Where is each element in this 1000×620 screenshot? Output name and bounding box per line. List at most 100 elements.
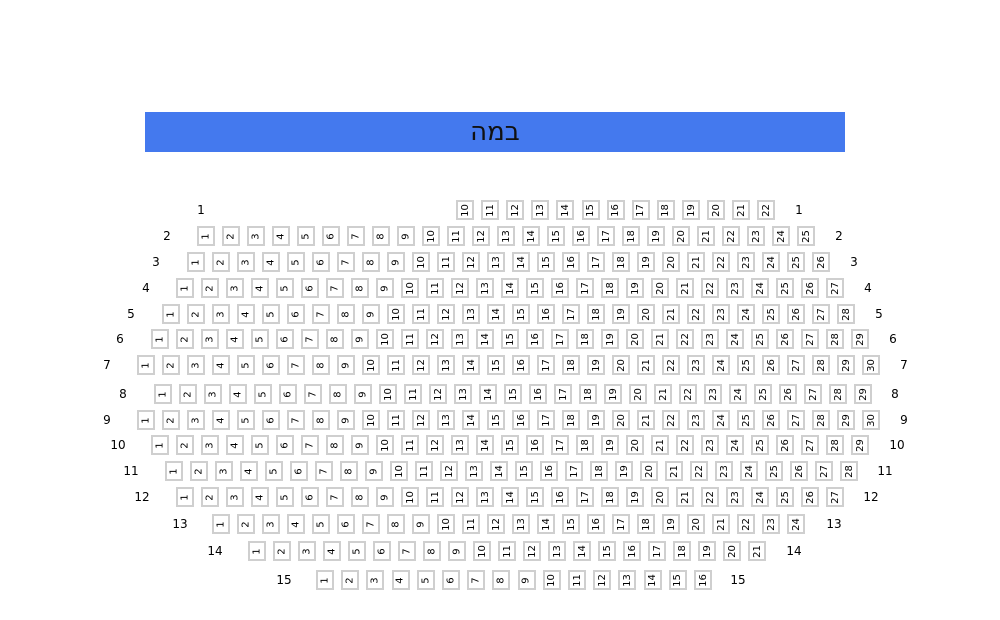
seat-row12-8[interactable]: 8 [351,487,369,507]
seat-row15-7[interactable]: 7 [467,570,486,590]
seat-row13-20[interactable]: 20 [687,514,705,534]
seat-row12-24[interactable]: 24 [751,487,769,507]
seat-row2-5[interactable]: 5 [297,226,315,246]
seat-row8-8[interactable]: 8 [329,384,347,404]
seat-row11-27[interactable]: 27 [815,461,833,481]
seat-row5-7[interactable]: 7 [312,304,330,324]
seat-row6-13[interactable]: 13 [451,329,469,349]
seat-row7-13[interactable]: 13 [437,355,455,375]
seat-row5-2[interactable]: 2 [187,304,205,324]
seat-row13-4[interactable]: 4 [287,514,305,534]
seat-row12-26[interactable]: 26 [801,487,819,507]
seat-row7-1[interactable]: 1 [137,355,155,375]
seat-row9-1[interactable]: 1 [137,410,155,430]
seat-row5-10[interactable]: 10 [387,304,405,324]
seat-row13-21[interactable]: 21 [712,514,730,534]
seat-row10-8[interactable]: 8 [326,435,344,455]
seat-row15-10[interactable]: 10 [542,570,561,590]
seat-row5-24[interactable]: 24 [737,304,755,324]
seat-row2-6[interactable]: 6 [322,226,340,246]
seat-row9-4[interactable]: 4 [212,410,230,430]
seat-row7-14[interactable]: 14 [462,355,480,375]
seat-row14-13[interactable]: 13 [548,541,566,561]
seat-row15-16[interactable]: 16 [694,570,712,590]
seat-row7-15[interactable]: 15 [487,355,505,375]
seat-row3-1[interactable]: 1 [187,252,205,272]
seat-row7-11[interactable]: 11 [387,355,405,375]
seat-row4-6[interactable]: 6 [301,278,319,298]
seat-row13-5[interactable]: 5 [312,514,330,534]
seat-row1-13[interactable]: 13 [531,200,550,220]
seat-row5-21[interactable]: 21 [662,304,680,324]
seat-row7-16[interactable]: 16 [512,355,530,375]
seat-row14-15[interactable]: 15 [598,541,616,561]
seat-row3-22[interactable]: 22 [712,252,730,272]
seat-row11-10[interactable]: 10 [390,461,408,481]
seat-row8-18[interactable]: 18 [579,384,597,404]
seat-row8-6[interactable]: 6 [279,384,297,404]
seat-row6-29[interactable]: 29 [851,329,869,349]
seat-row14-5[interactable]: 5 [348,541,366,561]
seat-row4-4[interactable]: 4 [251,278,269,298]
seat-row8-7[interactable]: 7 [304,384,322,404]
seat-row1-21[interactable]: 21 [732,200,751,220]
seat-row3-19[interactable]: 19 [637,252,655,272]
seat-row14-11[interactable]: 11 [498,541,516,561]
seat-row6-17[interactable]: 17 [551,329,569,349]
seat-row8-17[interactable]: 17 [554,384,572,404]
seat-row11-22[interactable]: 22 [690,461,708,481]
seat-row2-18[interactable]: 18 [622,226,640,246]
seat-row11-13[interactable]: 13 [465,461,483,481]
seat-row13-11[interactable]: 11 [462,514,480,534]
seat-row12-12[interactable]: 12 [451,487,469,507]
seat-row2-25[interactable]: 25 [797,226,815,246]
seat-row12-10[interactable]: 10 [401,487,419,507]
seat-row8-5[interactable]: 5 [254,384,272,404]
seat-row12-5[interactable]: 5 [276,487,294,507]
seat-row3-23[interactable]: 23 [737,252,755,272]
seat-row5-18[interactable]: 18 [587,304,605,324]
seat-row8-10[interactable]: 10 [379,384,397,404]
seat-row1-16[interactable]: 16 [606,200,625,220]
seat-row2-23[interactable]: 23 [747,226,765,246]
seat-row3-6[interactable]: 6 [312,252,330,272]
seat-row2-3[interactable]: 3 [247,226,265,246]
seat-row9-7[interactable]: 7 [287,410,305,430]
seat-row6-11[interactable]: 11 [401,329,419,349]
seat-row6-15[interactable]: 15 [501,329,519,349]
seat-row3-15[interactable]: 15 [537,252,555,272]
seat-row7-27[interactable]: 27 [787,355,805,375]
seat-row3-21[interactable]: 21 [687,252,705,272]
seat-row13-19[interactable]: 19 [662,514,680,534]
seat-row8-12[interactable]: 12 [429,384,447,404]
seat-row5-25[interactable]: 25 [762,304,780,324]
seat-row10-25[interactable]: 25 [751,435,769,455]
seat-row4-26[interactable]: 26 [801,278,819,298]
seat-row12-3[interactable]: 3 [226,487,244,507]
seat-row4-2[interactable]: 2 [201,278,219,298]
seat-row12-25[interactable]: 25 [776,487,794,507]
seat-row5-12[interactable]: 12 [437,304,455,324]
seat-row9-27[interactable]: 27 [787,410,805,430]
seat-row8-4[interactable]: 4 [229,384,247,404]
seat-row9-10[interactable]: 10 [362,410,380,430]
seat-row8-27[interactable]: 27 [804,384,822,404]
seat-row6-12[interactable]: 12 [426,329,444,349]
seat-row2-11[interactable]: 11 [447,226,465,246]
seat-row2-20[interactable]: 20 [672,226,690,246]
seat-row5-3[interactable]: 3 [212,304,230,324]
seat-row8-26[interactable]: 26 [779,384,797,404]
seat-row8-14[interactable]: 14 [479,384,497,404]
seat-row9-17[interactable]: 17 [537,410,555,430]
seat-row8-25[interactable]: 25 [754,384,772,404]
seat-row13-16[interactable]: 16 [587,514,605,534]
seat-row3-3[interactable]: 3 [237,252,255,272]
seat-row11-5[interactable]: 5 [265,461,283,481]
seat-row5-19[interactable]: 19 [612,304,630,324]
seat-row13-17[interactable]: 17 [612,514,630,534]
seat-row14-19[interactable]: 19 [698,541,716,561]
seat-row5-17[interactable]: 17 [562,304,580,324]
seat-row12-15[interactable]: 15 [526,487,544,507]
seat-row12-1[interactable]: 1 [176,487,194,507]
seat-row3-13[interactable]: 13 [487,252,505,272]
